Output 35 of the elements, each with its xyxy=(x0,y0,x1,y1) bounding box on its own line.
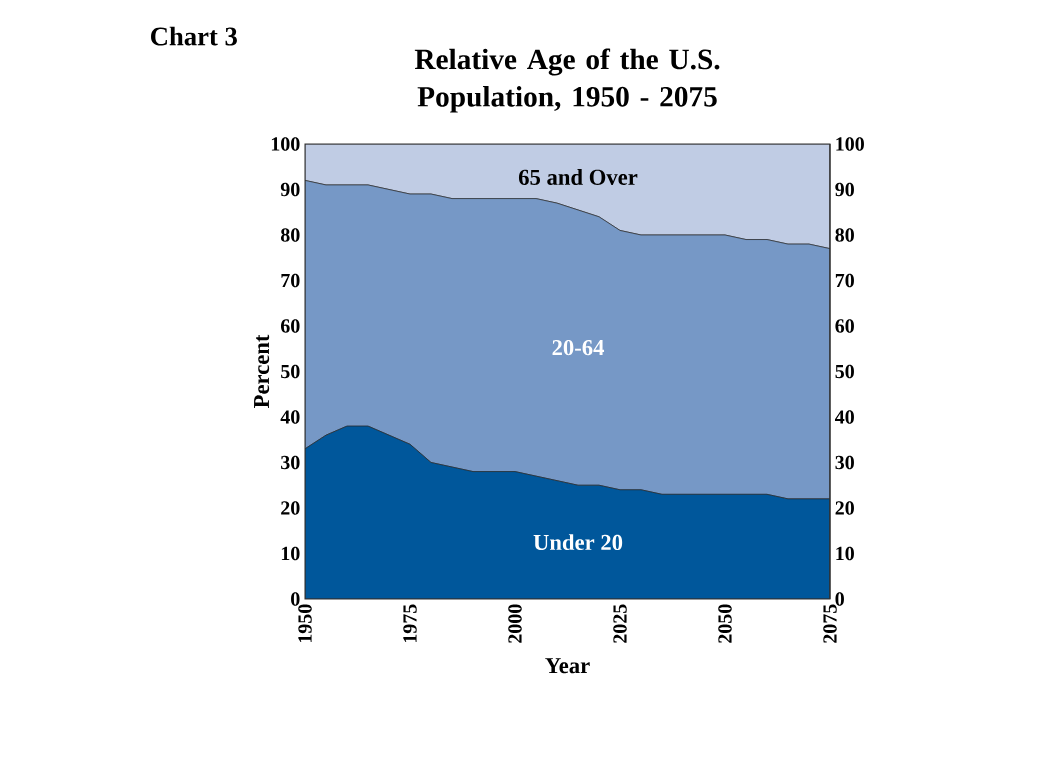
y-tick-label: 40 xyxy=(280,410,300,424)
y2-tick-label: 80 xyxy=(835,228,854,242)
series-label: Under 20 xyxy=(533,534,623,551)
x-axis-title: Year xyxy=(545,658,590,674)
y2-tick-label: 70 xyxy=(835,273,854,288)
x-tick-label: 2075 xyxy=(823,604,837,643)
y-tick-label: 20 xyxy=(281,501,300,515)
x-tick-label: 2050 xyxy=(718,604,732,643)
y2-tick-label: 90 xyxy=(835,182,854,197)
x-tick-label: 1950 xyxy=(298,604,312,643)
y-tick-label: 80 xyxy=(280,228,300,242)
y2-tick-label: 0 xyxy=(835,592,844,606)
y2-tick-label: 100 xyxy=(836,137,864,151)
y-tick-label: 60 xyxy=(280,319,300,333)
x-tick-label: 1975 xyxy=(403,604,417,643)
series-label: 20-64 xyxy=(552,339,605,356)
x-tick-label: 2025 xyxy=(613,604,627,643)
y-tick-label: 70 xyxy=(281,273,300,288)
y2-tick-label: 30 xyxy=(835,455,854,470)
y-tick-label: 0 xyxy=(291,592,300,606)
y-tick-label: 10 xyxy=(281,546,300,561)
y-axis-title: Percent xyxy=(254,334,270,409)
y2-tick-label: 20 xyxy=(835,501,854,515)
y-tick-label: 90 xyxy=(280,182,300,197)
caption: Chart 3 xyxy=(151,26,237,46)
y2-tick-label: 40 xyxy=(834,410,854,424)
x-tick-label: 2000 xyxy=(508,604,522,643)
y2-tick-label: 10 xyxy=(836,546,854,561)
y-tick-label: 50 xyxy=(281,364,300,379)
y2-tick-label: 60 xyxy=(835,319,854,333)
chart-title: Relative Age of the U.S. Population, 1950 - 2075 xyxy=(414,48,720,113)
y-tick-label: 30 xyxy=(281,455,300,470)
y2-tick-label: 50 xyxy=(835,364,854,379)
y-tick-label: 100 xyxy=(271,137,300,151)
series-label: 65 and Over xyxy=(518,169,638,185)
